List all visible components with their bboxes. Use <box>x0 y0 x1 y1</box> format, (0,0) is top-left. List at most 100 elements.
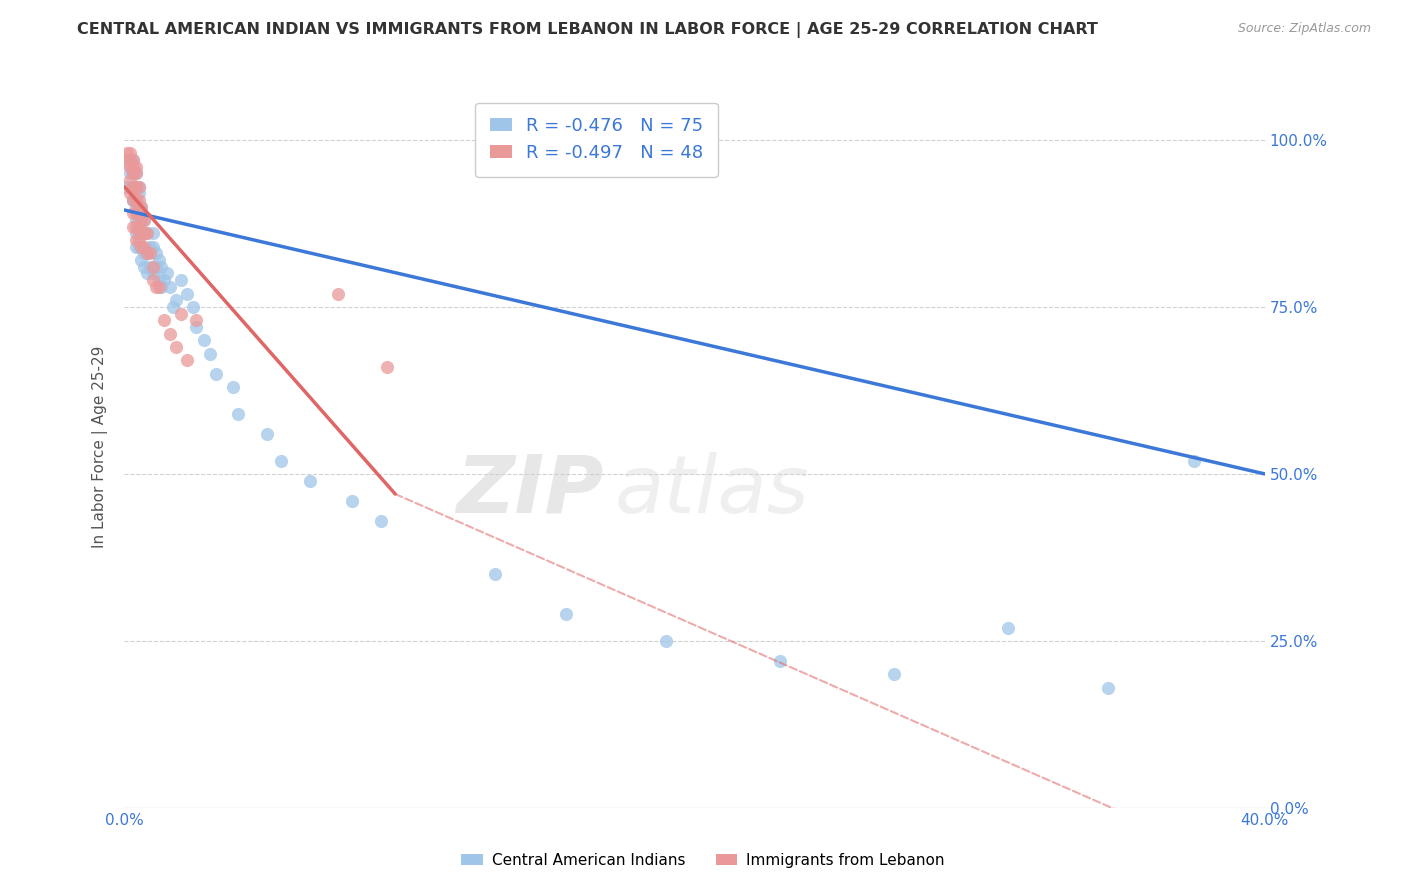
Point <box>555 607 578 622</box>
Point <box>134 213 156 227</box>
Point <box>121 179 143 194</box>
Point <box>115 146 138 161</box>
Point <box>115 153 138 167</box>
Point <box>125 160 148 174</box>
Point <box>176 286 198 301</box>
Point <box>370 514 392 528</box>
Point <box>128 227 150 241</box>
Point <box>342 493 364 508</box>
Point <box>136 246 159 260</box>
Point <box>128 219 150 234</box>
Point <box>118 186 141 201</box>
Point <box>1097 681 1119 695</box>
Point <box>170 273 193 287</box>
Point <box>128 240 150 254</box>
Point <box>165 293 187 308</box>
Point <box>148 273 170 287</box>
Point <box>121 166 143 180</box>
Point <box>125 179 148 194</box>
Point <box>128 193 150 207</box>
Point <box>139 246 162 260</box>
Point <box>121 166 143 180</box>
Point <box>142 240 165 254</box>
Point <box>128 206 150 220</box>
Point <box>162 300 184 314</box>
Point <box>153 273 176 287</box>
Text: CENTRAL AMERICAN INDIAN VS IMMIGRANTS FROM LEBANON IN LABOR FORCE | AGE 25-29 CO: CENTRAL AMERICAN INDIAN VS IMMIGRANTS FR… <box>77 22 1098 38</box>
Point <box>118 166 141 180</box>
Point <box>139 260 162 274</box>
Point <box>145 260 167 274</box>
Point <box>484 567 506 582</box>
Point <box>131 240 153 254</box>
Y-axis label: In Labor Force | Age 25-29: In Labor Force | Age 25-29 <box>93 346 108 549</box>
Point <box>181 300 204 314</box>
Point <box>198 346 221 360</box>
Point <box>128 219 150 234</box>
Point <box>193 334 215 348</box>
Point <box>159 280 181 294</box>
Point <box>134 227 156 241</box>
Point <box>883 667 905 681</box>
Point <box>121 206 143 220</box>
Point <box>148 280 170 294</box>
Point <box>121 160 143 174</box>
Point <box>159 326 181 341</box>
Point <box>184 313 207 327</box>
Point <box>125 193 148 207</box>
Legend: R = -0.476   N = 75, R = -0.497   N = 48: R = -0.476 N = 75, R = -0.497 N = 48 <box>475 103 717 177</box>
Point <box>131 227 153 241</box>
Point <box>125 219 148 234</box>
Point <box>142 267 165 281</box>
Point <box>131 213 153 227</box>
Point <box>125 233 148 247</box>
Point <box>121 193 143 207</box>
Point <box>121 153 143 167</box>
Point <box>131 253 153 268</box>
Point <box>145 280 167 294</box>
Point <box>118 160 141 174</box>
Point <box>121 179 143 194</box>
Legend: Central American Indians, Immigrants from Lebanon: Central American Indians, Immigrants fro… <box>456 847 950 873</box>
Point <box>136 227 159 241</box>
Text: atlas: atlas <box>614 451 810 530</box>
Point <box>156 267 179 281</box>
Point <box>655 634 678 648</box>
Point <box>131 200 153 214</box>
Point <box>125 166 148 180</box>
Point <box>142 273 165 287</box>
Point <box>121 193 143 207</box>
Point <box>131 200 153 214</box>
Point <box>118 153 141 167</box>
Point <box>148 253 170 268</box>
Point <box>125 227 148 241</box>
Point <box>134 240 156 254</box>
Point <box>165 340 187 354</box>
Point <box>256 426 278 441</box>
Point <box>118 153 141 167</box>
Point <box>139 240 162 254</box>
Point <box>128 179 150 194</box>
Point <box>997 621 1019 635</box>
Point <box>136 227 159 241</box>
Point <box>121 166 143 180</box>
Point <box>131 227 153 241</box>
Point <box>270 453 292 467</box>
Point <box>769 654 792 668</box>
Point <box>131 213 153 227</box>
Point <box>131 240 153 254</box>
Point <box>1182 453 1205 467</box>
Point <box>134 227 156 241</box>
Point <box>145 246 167 260</box>
Point <box>375 359 398 374</box>
Point <box>125 206 148 220</box>
Point <box>125 179 148 194</box>
Point <box>136 267 159 281</box>
Point <box>125 240 148 254</box>
Point <box>184 320 207 334</box>
Point <box>221 380 243 394</box>
Point <box>115 179 138 194</box>
Point <box>128 179 150 194</box>
Point <box>128 233 150 247</box>
Point <box>118 146 141 161</box>
